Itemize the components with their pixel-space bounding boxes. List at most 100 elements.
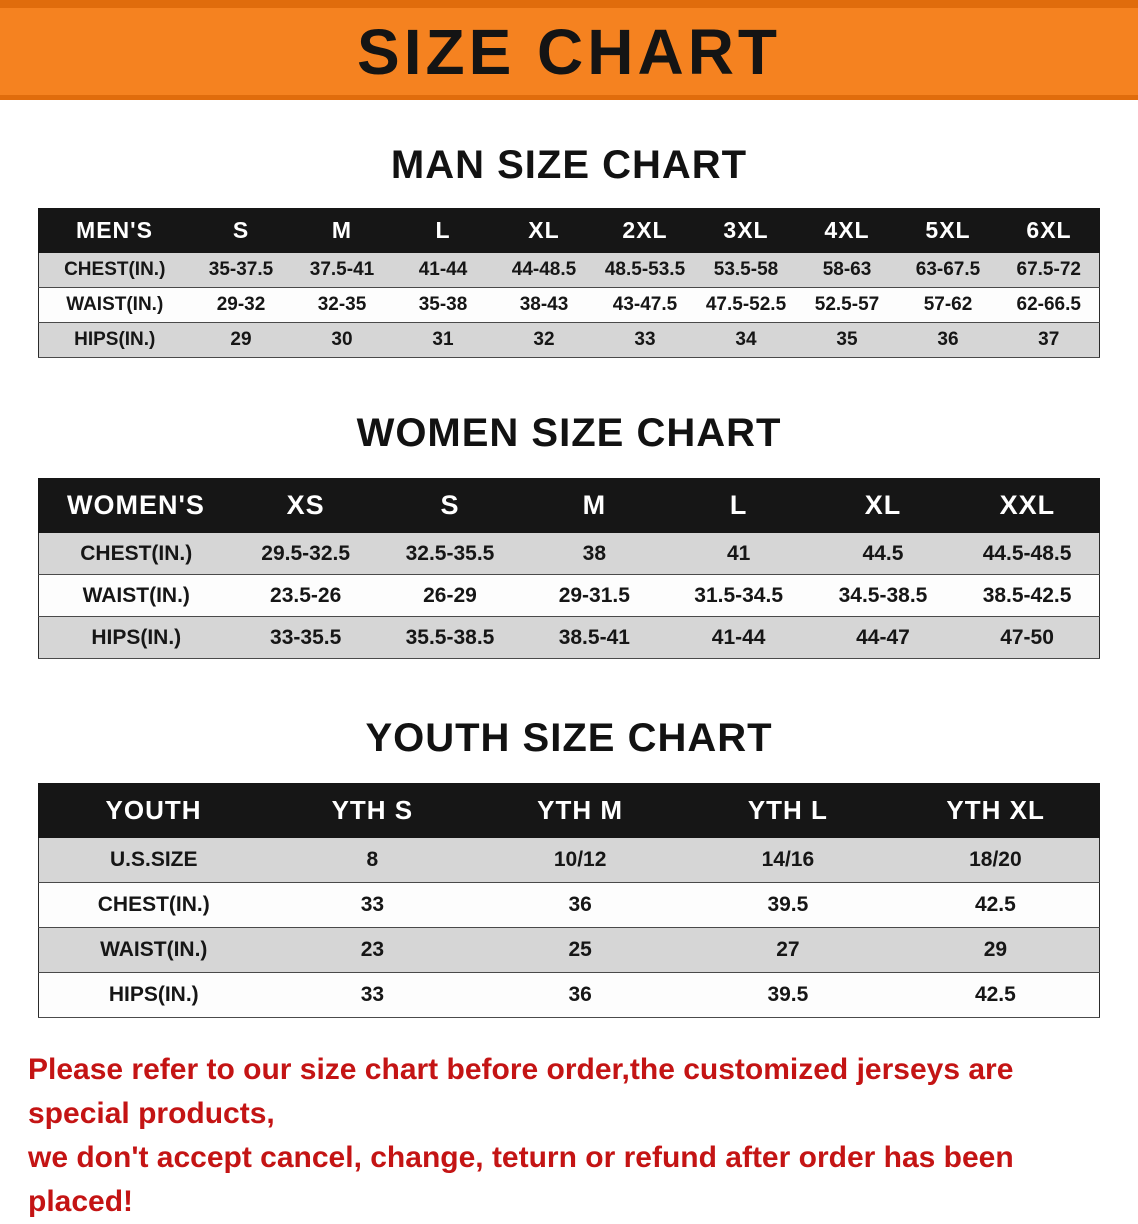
value-cell: 35-38	[392, 287, 494, 323]
size-header-cell: 2XL	[594, 208, 696, 253]
value-cell: 29-31.5	[522, 574, 667, 617]
value-cell: 41-44	[392, 252, 494, 288]
table-row: WAIST(IN.) 23 25 27 29	[38, 927, 1100, 973]
value-cell: 38-43	[493, 287, 595, 323]
value-cell: 32-35	[291, 287, 393, 323]
value-cell: 27	[684, 927, 892, 973]
value-cell: 44.5	[810, 532, 956, 575]
size-header-cell: 5XL	[897, 208, 999, 253]
value-cell: 44-47	[810, 616, 956, 659]
row-label-cell: CHEST(IN.)	[38, 882, 269, 928]
value-cell: 67.5-72	[998, 252, 1100, 288]
value-cell: 58-63	[796, 252, 898, 288]
youth-size-table: YOUTH YTH S YTH M YTH L YTH XL U.S.SIZE 8 10/12…	[38, 783, 1100, 1018]
section-youth: YOUTH SIZE CHART YOUTH YTH S YTH M YTH L YTH…	[0, 715, 1138, 1018]
value-cell: 35	[796, 322, 898, 358]
value-cell: 31.5-34.5	[666, 574, 811, 617]
value-cell: 38.5-42.5	[955, 574, 1100, 617]
row-label-cell: WAIST(IN.)	[38, 927, 269, 973]
table-row: HIPS(IN.) 29 30 31 32 33 34 35 36 37	[38, 322, 1100, 358]
value-cell: 43-47.5	[594, 287, 696, 323]
value-cell: 33-35.5	[233, 616, 378, 659]
size-header-cell: XXL	[954, 478, 1101, 533]
value-cell: 44.5-48.5	[955, 532, 1100, 575]
value-cell: 44-48.5	[493, 252, 595, 288]
value-cell: 32	[493, 322, 595, 358]
table-title-cell: WOMEN'S	[38, 478, 234, 533]
table-row: CHEST(IN.) 29.5-32.5 32.5-35.5 38 41 44.5 44.5…	[38, 532, 1100, 575]
table-header-row: YOUTH YTH S YTH M YTH L YTH XL	[38, 783, 1100, 838]
size-header-cell: YTH L	[683, 783, 893, 838]
size-header-cell: M	[291, 208, 393, 253]
value-cell: 37	[998, 322, 1100, 358]
value-cell: 23	[268, 927, 477, 973]
row-label-cell: WAIST(IN.)	[38, 287, 191, 323]
value-cell: 30	[291, 322, 393, 358]
value-cell: 41	[666, 532, 811, 575]
value-cell: 8	[268, 837, 477, 883]
value-cell: 34.5-38.5	[810, 574, 956, 617]
table-row: WAIST(IN.) 23.5-26 26-29 29-31.5 31.5-34.5 34…	[38, 574, 1100, 617]
value-cell: 36	[476, 972, 684, 1018]
table-row: CHEST(IN.) 35-37.5 37.5-41 41-44 44-48.5 48.5…	[38, 252, 1100, 288]
table-row: HIPS(IN.) 33 36 39.5 42.5	[38, 972, 1100, 1018]
size-header-cell: 3XL	[695, 208, 797, 253]
size-header-cell: 6XL	[998, 208, 1100, 253]
size-header-cell: L	[665, 478, 812, 533]
value-cell: 10/12	[476, 837, 684, 883]
section-women: WOMEN SIZE CHART WOMEN'S XS S M L XL XXL CHEST(…	[0, 410, 1138, 659]
value-cell: 63-67.5	[897, 252, 999, 288]
table-title-cell: YOUTH	[38, 783, 269, 838]
size-header-cell: S	[377, 478, 523, 533]
row-label-cell: HIPS(IN.)	[38, 972, 269, 1018]
value-cell: 25	[476, 927, 684, 973]
disclaimer-line-1: Please refer to our size chart before or…	[28, 1053, 1014, 1130]
value-cell: 62-66.5	[998, 287, 1100, 323]
section-men: MAN SIZE CHART MEN'S S M L XL 2XL 3XL 4XL 5XL 6XL…	[0, 142, 1138, 358]
value-cell: 37.5-41	[291, 252, 393, 288]
value-cell: 41-44	[666, 616, 811, 659]
size-header-cell: M	[521, 478, 667, 533]
size-header-cell: XL	[493, 208, 595, 253]
value-cell: 36	[897, 322, 999, 358]
table-header-row: MEN'S S M L XL 2XL 3XL 4XL 5XL 6XL	[38, 208, 1100, 253]
size-header-cell: YTH XL	[891, 783, 1100, 838]
value-cell: 33	[268, 882, 477, 928]
women-section-heading: WOMEN SIZE CHART	[356, 411, 782, 455]
value-cell: 26-29	[377, 574, 523, 617]
youth-section-heading: YOUTH SIZE CHART	[365, 716, 773, 760]
size-header-cell: L	[392, 208, 494, 253]
value-cell: 31	[392, 322, 494, 358]
disclaimer: Please refer to our size chart before or…	[0, 1048, 1138, 1224]
value-cell: 39.5	[684, 972, 892, 1018]
men-section-heading: MAN SIZE CHART	[390, 143, 748, 187]
value-cell: 38.5-41	[522, 616, 667, 659]
value-cell: 29	[190, 322, 292, 358]
size-header-cell: YTH S	[268, 783, 477, 838]
page-title: SIZE CHART	[357, 15, 781, 88]
men-size-table: MEN'S S M L XL 2XL 3XL 4XL 5XL 6XL CHEST(IN.) 35-37…	[38, 208, 1100, 358]
value-cell: 33	[594, 322, 696, 358]
value-cell: 33	[268, 972, 477, 1018]
size-header-cell: S	[190, 208, 292, 253]
value-cell: 35.5-38.5	[377, 616, 523, 659]
table-title-cell: MEN'S	[38, 208, 191, 253]
table-header-row: WOMEN'S XS S M L XL XXL	[38, 478, 1101, 533]
value-cell: 34	[695, 322, 797, 358]
size-header-cell: 4XL	[796, 208, 898, 253]
size-header-cell: XL	[810, 478, 956, 533]
table-row: U.S.SIZE 8 10/12 14/16 18/20	[38, 837, 1100, 883]
value-cell: 38	[522, 532, 667, 575]
value-cell: 14/16	[684, 837, 892, 883]
row-label-cell: WAIST(IN.)	[38, 574, 234, 617]
size-header-cell: XS	[232, 478, 379, 533]
row-label-cell: U.S.SIZE	[38, 837, 269, 883]
value-cell: 18/20	[891, 837, 1100, 883]
value-cell: 36	[476, 882, 684, 928]
women-size-table: WOMEN'S XS S M L XL XXL CHEST(IN.) 29.5-32.5 32.5…	[38, 478, 1101, 659]
value-cell: 48.5-53.5	[594, 252, 696, 288]
value-cell: 42.5	[891, 882, 1100, 928]
value-cell: 35-37.5	[190, 252, 292, 288]
value-cell: 53.5-58	[695, 252, 797, 288]
disclaimer-line-2: we don't accept cancel, change, teturn o…	[28, 1141, 1014, 1218]
